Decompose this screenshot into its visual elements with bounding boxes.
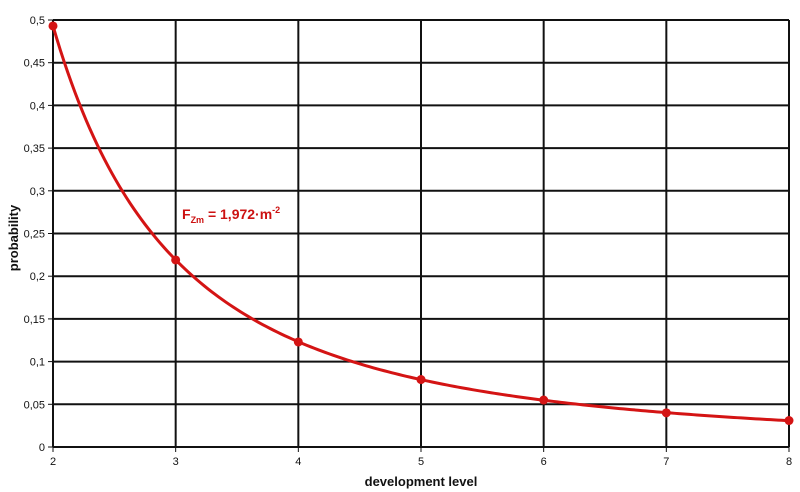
x-tick-label: 4 — [295, 456, 301, 468]
data-point — [661, 408, 671, 418]
y-tick-label: 0,2 — [30, 271, 45, 283]
x-tick-label: 8 — [786, 456, 792, 468]
y-tick-label: 0,45 — [24, 58, 45, 70]
y-axis-title: probability — [6, 204, 21, 271]
y-tick-label: 0 — [39, 442, 45, 454]
data-point — [416, 375, 426, 385]
x-tick-labels: 2 3 4 5 6 7 8 — [50, 456, 792, 468]
x-tick-label: 3 — [173, 456, 179, 468]
data-point — [48, 21, 58, 31]
x-tick-label: 6 — [541, 456, 547, 468]
formula-main: F — [182, 206, 191, 222]
x-tick-label: 7 — [663, 456, 669, 468]
data-point — [539, 395, 549, 405]
y-tick-label: 0,05 — [24, 399, 45, 411]
formula-subscript: Zm — [191, 215, 205, 225]
series — [48, 21, 794, 426]
y-tick-label: 0,5 — [30, 15, 45, 27]
formula-rest: = 1,972·m — [204, 206, 272, 222]
x-axis-title: development level — [365, 474, 478, 489]
y-tick-label: 0,35 — [24, 143, 45, 155]
formula-superscript: -2 — [272, 205, 280, 215]
y-tick-labels: 0 0,05 0,1 0,15 0,2 0,25 0,3 0,35 0,4 0,45 0,5 — [24, 15, 45, 454]
grid — [48, 19, 790, 452]
x-tick-label: 5 — [418, 456, 424, 468]
y-tick-label: 0,3 — [30, 186, 45, 198]
y-tick-label: 0,1 — [30, 357, 45, 369]
x-tick-label: 2 — [50, 456, 56, 468]
data-point — [293, 337, 303, 347]
data-point — [784, 416, 794, 426]
formula-annotation: FZm = 1,972·m-2 — [182, 205, 280, 225]
y-tick-label: 0,15 — [24, 314, 45, 326]
data-point — [171, 255, 181, 265]
y-tick-label: 0,4 — [30, 100, 45, 112]
y-tick-label: 0,25 — [24, 229, 45, 241]
